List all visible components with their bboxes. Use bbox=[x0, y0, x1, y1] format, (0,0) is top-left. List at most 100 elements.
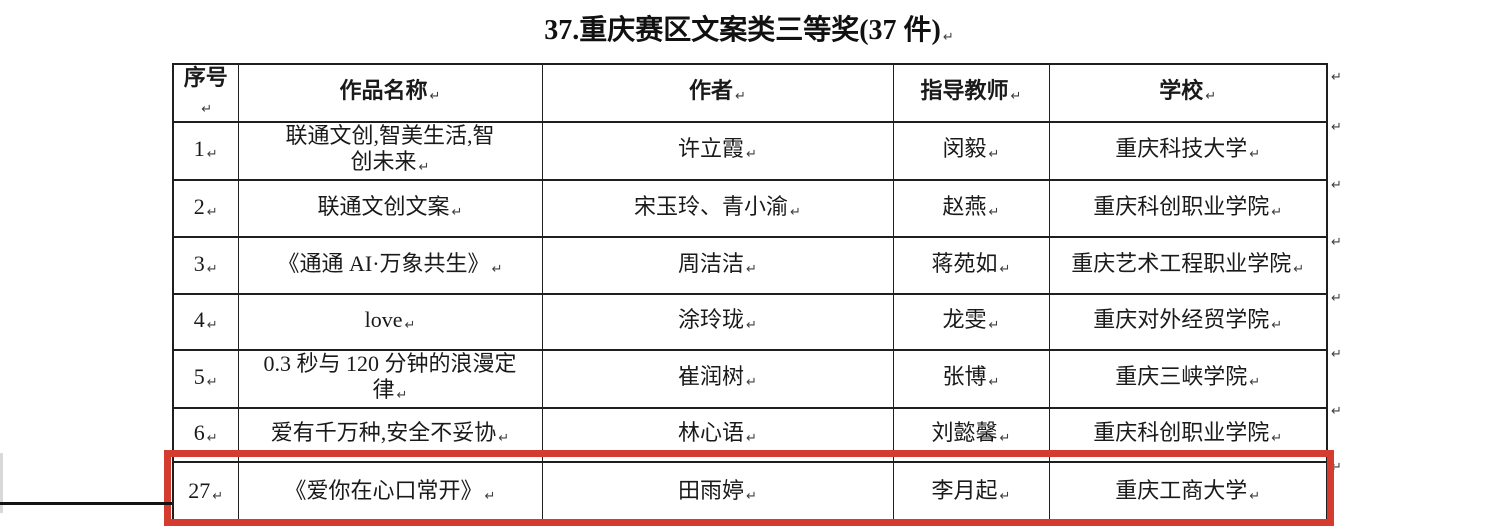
paragraph-mark: ↵ bbox=[746, 261, 757, 277]
cell-school: 重庆艺术工程职业学院 ↵ bbox=[1048, 236, 1328, 295]
cell-work: 联通文创文案 ↵ bbox=[237, 179, 543, 238]
paragraph-mark: ↵ bbox=[746, 488, 757, 504]
cell-no: 2 ↵ bbox=[172, 179, 239, 238]
cell-teacher: 赵燕 ↵ bbox=[892, 179, 1050, 238]
paragraph-mark: ↵ bbox=[1271, 204, 1283, 220]
paragraph-mark: ↵ bbox=[206, 261, 218, 277]
left-edge-line bbox=[0, 453, 3, 513]
paragraph-mark: ↵ bbox=[491, 261, 503, 277]
awards-table: 序号↵ 作品名称 ↵ 作者 ↵ 指导教师 ↵ 学校 ↵ 1 ↵ 联通文创,智美生活,智 创… bbox=[172, 63, 1328, 524]
paragraph-mark: ↵ bbox=[746, 431, 757, 446]
paragraph-mark: ↵ bbox=[418, 160, 430, 175]
cell-work: 爱有千万种,安全不妥协 ↵ bbox=[237, 407, 543, 463]
bottom-left-bar bbox=[0, 502, 172, 505]
cell-no: 1 ↵ bbox=[172, 121, 239, 181]
row-end-mark: ↵ bbox=[1331, 347, 1342, 362]
cell-teacher: 刘懿馨 ↵ bbox=[892, 407, 1050, 463]
header-author: 作者 ↵ bbox=[541, 63, 894, 123]
paragraph-mark: ↵ bbox=[206, 147, 218, 162]
paragraph-mark: ↵ bbox=[201, 102, 213, 117]
table-row: 5 ↵ 0.3 秒与 120 分钟的浪漫定 律 ↵ 崔润树 ↵ 张博 ↵ 重庆三峡学院 ↵ bbox=[172, 349, 1328, 409]
table-row: 2 ↵ 联通文创文案 ↵ 宋玉玲、青小渝 ↵ 赵燕 ↵ 重庆科创职业学院 ↵ bbox=[172, 179, 1328, 238]
paragraph-mark: ↵ bbox=[1293, 261, 1305, 277]
cell-teacher: 蒋苑如 ↵ bbox=[892, 236, 1050, 295]
cell-school: 重庆科技大学 ↵ bbox=[1048, 121, 1328, 181]
paragraph-mark: ↵ bbox=[988, 375, 1000, 390]
table-row: 6 ↵ 爱有千万种,安全不妥协 ↵ 林心语 ↵ 刘懿馨 ↵ 重庆科创职业学院 ↵ bbox=[172, 407, 1328, 463]
paragraph-mark: ↵ bbox=[1271, 318, 1283, 333]
paragraph-mark: ↵ bbox=[404, 318, 416, 333]
paragraph-mark: ↵ bbox=[498, 431, 510, 446]
table-row: 3 ↵ 《通通 AI·万象共生》 ↵ 周洁洁 ↵ 蒋苑如 ↵ 重庆艺术工程职业学院 ↵ bbox=[172, 236, 1328, 295]
row-end-mark: ↵ bbox=[1331, 404, 1342, 419]
cell-teacher: 闵毅 ↵ bbox=[892, 121, 1050, 181]
row-end-mark: ↵ bbox=[1331, 291, 1342, 306]
cell-work: 联通文创,智美生活,智 创未来 ↵ bbox=[237, 121, 543, 181]
paragraph-mark: ↵ bbox=[1249, 375, 1261, 390]
cell-no: 4 ↵ bbox=[172, 293, 239, 351]
cell-no: 5 ↵ bbox=[172, 349, 239, 409]
page-title-text: 37.重庆赛区文案类三等奖(37 件) bbox=[544, 15, 941, 46]
paragraph-mark: ↵ bbox=[206, 375, 218, 390]
paragraph-mark: ↵ bbox=[790, 204, 801, 220]
cell-author: 田雨婷 ↵ bbox=[541, 461, 894, 524]
cell-author: 周洁洁 ↵ bbox=[541, 236, 894, 295]
row-end-mark: ↵ bbox=[1331, 70, 1342, 85]
paragraph-mark: ↵ bbox=[746, 375, 757, 390]
cell-teacher: 李月起 ↵ bbox=[892, 461, 1050, 524]
cell-author: 林心语 ↵ bbox=[541, 407, 894, 463]
table-header-row: 序号↵ 作品名称 ↵ 作者 ↵ 指导教师 ↵ 学校 ↵ bbox=[172, 63, 1328, 123]
paragraph-mark: ↵ bbox=[735, 89, 746, 104]
cell-teacher: 张博 ↵ bbox=[892, 349, 1050, 409]
paragraph-mark: ↵ bbox=[1010, 89, 1022, 104]
table-row: 4 ↵ love ↵ 涂玲珑 ↵ 龙雯 ↵ 重庆对外经贸学院 ↵ bbox=[172, 293, 1328, 351]
paragraph-mark: ↵ bbox=[988, 318, 1000, 333]
cell-work: 0.3 秒与 120 分钟的浪漫定 律 ↵ bbox=[237, 349, 543, 409]
cell-school: 重庆工商大学 ↵ bbox=[1048, 461, 1328, 524]
cell-school: 重庆科创职业学院 ↵ bbox=[1048, 407, 1328, 463]
paragraph-mark: ↵ bbox=[206, 204, 218, 220]
header-no: 序号↵ bbox=[172, 63, 239, 123]
paragraph-mark: ↵ bbox=[988, 204, 1000, 220]
paragraph-mark: ↵ bbox=[1205, 89, 1217, 104]
paragraph-mark: ↵ bbox=[396, 388, 408, 403]
cell-author: 宋玉玲、青小渝 ↵ bbox=[541, 179, 894, 238]
cell-teacher: 龙雯 ↵ bbox=[892, 293, 1050, 351]
cell-work: love ↵ bbox=[237, 293, 543, 351]
cell-work: 《通通 AI·万象共生》 ↵ bbox=[237, 236, 543, 295]
cell-no: 6 ↵ bbox=[172, 407, 239, 463]
paragraph-mark: ↵ bbox=[429, 89, 441, 104]
cell-no: 3 ↵ bbox=[172, 236, 239, 295]
paragraph-mark: ↵ bbox=[206, 431, 218, 446]
table-row: 1 ↵ 联通文创,智美生活,智 创未来 ↵ 许立霞 ↵ 闵毅 ↵ 重庆科技大学 ↵ bbox=[172, 121, 1328, 181]
paragraph-mark: ↵ bbox=[988, 147, 1000, 162]
cell-school: 重庆科创职业学院 ↵ bbox=[1048, 179, 1328, 238]
row-end-mark: ↵ bbox=[1331, 235, 1342, 250]
paragraph-mark: ↵ bbox=[1249, 488, 1261, 504]
paragraph-mark: ↵ bbox=[999, 261, 1011, 277]
row-end-mark: ↵ bbox=[1331, 178, 1342, 193]
paragraph-mark: ↵ bbox=[942, 30, 954, 45]
cell-author: 涂玲珑 ↵ bbox=[541, 293, 894, 351]
header-work: 作品名称 ↵ bbox=[237, 63, 543, 123]
cell-author: 崔润树 ↵ bbox=[541, 349, 894, 409]
header-teacher: 指导教师 ↵ bbox=[892, 63, 1050, 123]
paragraph-mark: ↵ bbox=[212, 488, 224, 504]
paragraph-mark: ↵ bbox=[484, 488, 496, 504]
cell-work: 《爱你在心口常开》 ↵ bbox=[237, 461, 543, 524]
header-school: 学校 ↵ bbox=[1048, 63, 1328, 123]
paragraph-mark: ↵ bbox=[206, 318, 218, 333]
page-title: 37.重庆赛区文案类三等奖(37 件) ↵ bbox=[172, 8, 1326, 48]
paragraph-mark: ↵ bbox=[999, 431, 1011, 446]
paragraph-mark: ↵ bbox=[451, 204, 463, 220]
row-end-mark: ↵ bbox=[1331, 460, 1342, 475]
paragraph-mark: ↵ bbox=[746, 147, 757, 162]
cell-school: 重庆对外经贸学院 ↵ bbox=[1048, 293, 1328, 351]
cell-school: 重庆三峡学院 ↵ bbox=[1048, 349, 1328, 409]
cell-author: 许立霞 ↵ bbox=[541, 121, 894, 181]
cell-no: 27 ↵ bbox=[172, 461, 239, 524]
row-end-mark: ↵ bbox=[1331, 120, 1342, 135]
table-row-highlighted: 27 ↵ 《爱你在心口常开》 ↵ 田雨婷 ↵ 李月起 ↵ 重庆工商大学 ↵ bbox=[172, 461, 1328, 524]
paragraph-mark: ↵ bbox=[746, 318, 757, 333]
paragraph-mark: ↵ bbox=[1249, 147, 1261, 162]
